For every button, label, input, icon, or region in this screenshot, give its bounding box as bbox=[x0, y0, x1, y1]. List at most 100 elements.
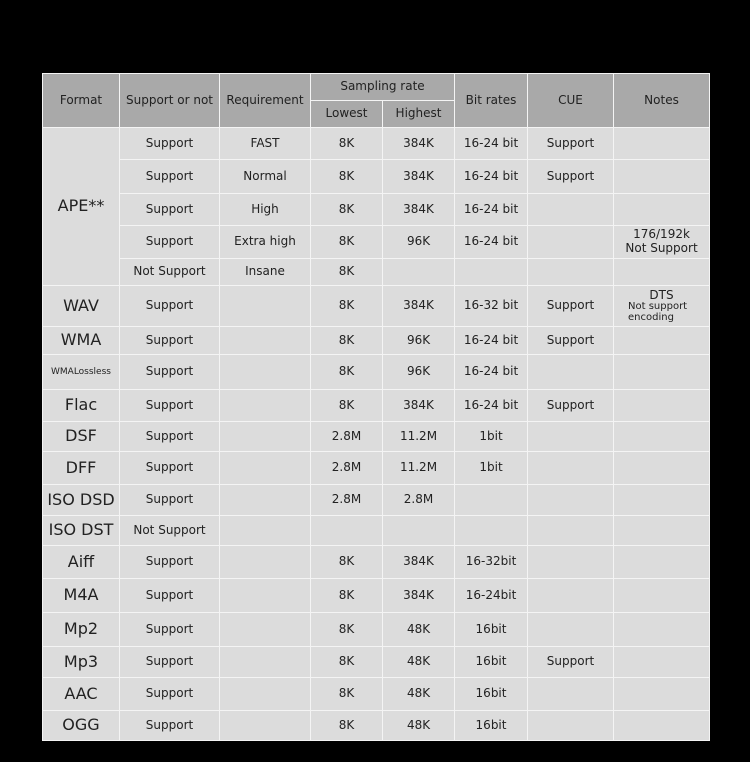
cell-support: Support bbox=[119, 159, 220, 194]
cell-support: Support bbox=[119, 225, 220, 259]
cell-bitrate: 16bit bbox=[454, 612, 529, 647]
cell-format: Flac bbox=[42, 389, 120, 422]
cell-notes bbox=[613, 421, 711, 452]
cell-format: OGG bbox=[42, 710, 120, 741]
cell-notes: 176/192k Not Support bbox=[613, 225, 711, 259]
table-row: Not Support Insane 8K bbox=[43, 258, 711, 286]
cell-cue: Support bbox=[527, 159, 615, 194]
cell-cue: Support bbox=[527, 285, 615, 327]
cell-highest: 11.2M bbox=[381, 421, 456, 452]
cell-highest: 2.8M bbox=[381, 484, 456, 516]
cell-cue bbox=[527, 545, 615, 579]
notes-subtext: Not support encoding bbox=[628, 301, 688, 323]
cell-highest: 384K bbox=[381, 578, 456, 613]
cell-cue: Support bbox=[527, 127, 615, 160]
cell-lowest: 8K bbox=[310, 578, 383, 613]
cell-notes bbox=[613, 258, 711, 286]
cell-support: Support bbox=[119, 421, 220, 452]
cell-cue bbox=[527, 421, 615, 452]
cell-requirement bbox=[219, 285, 311, 327]
cell-highest: 48K bbox=[381, 646, 456, 678]
cell-cue bbox=[527, 225, 615, 259]
cell-format: ISO DST bbox=[42, 515, 120, 546]
cell-notes bbox=[613, 354, 711, 390]
table-row: WMA Support 8K 96K 16-24 bit Support bbox=[42, 326, 711, 355]
table-row: OGG Support 8K 48K 16bit bbox=[42, 710, 711, 741]
cell-support: Not Support bbox=[119, 515, 220, 546]
cell-cue bbox=[527, 354, 615, 390]
cell-bitrate: 16-24bit bbox=[454, 578, 529, 613]
cell-support: Not Support bbox=[119, 258, 220, 286]
cell-requirement bbox=[219, 578, 311, 613]
table-row: Support High 8K 384K 16-24 bit bbox=[43, 193, 711, 226]
cell-lowest: 8K bbox=[310, 612, 383, 647]
cell-cue bbox=[527, 451, 615, 485]
format-support-table: Format Support or not Requirement Sampli… bbox=[42, 73, 711, 741]
table-row: Mp2 Support 8K 48K 16bit bbox=[42, 612, 711, 647]
cell-requirement bbox=[219, 677, 311, 711]
cell-requirement bbox=[219, 612, 311, 647]
cell-requirement bbox=[219, 451, 311, 485]
cell-highest: 384K bbox=[381, 193, 456, 226]
cell-format: WMALossless bbox=[42, 354, 120, 390]
cell-requirement bbox=[219, 646, 311, 678]
cell-support: Support bbox=[119, 710, 220, 741]
header-format: Format bbox=[42, 73, 120, 128]
cell-requirement bbox=[219, 421, 311, 452]
cell-cue: Support bbox=[527, 326, 615, 355]
cell-highest: 384K bbox=[381, 127, 456, 160]
cell-bitrate: 16-24 bit bbox=[454, 326, 529, 355]
header-notes: Notes bbox=[613, 73, 711, 128]
cell-requirement: Normal bbox=[219, 159, 311, 194]
cell-highest: 48K bbox=[381, 612, 456, 647]
cell-bitrate bbox=[454, 258, 529, 286]
table-row: DFF Support 2.8M 11.2M 1bit bbox=[42, 451, 711, 485]
cell-lowest: 8K bbox=[310, 193, 383, 226]
cell-support: Support bbox=[119, 545, 220, 579]
table-row: Support Extra high 8K 96K 16-24 bit 176/192k … bbox=[43, 225, 711, 259]
cell-bitrate: 16bit bbox=[454, 677, 529, 711]
table-row: APE** Support FAST 8K 384K 16-24 bit Support bbox=[42, 127, 711, 286]
cell-bitrate: 1bit bbox=[454, 451, 529, 485]
cell-lowest: 8K bbox=[310, 389, 383, 422]
cell-notes bbox=[613, 578, 711, 613]
cell-bitrate: 16-24 bit bbox=[454, 389, 529, 422]
cell-support: Support bbox=[119, 354, 220, 390]
cell-cue bbox=[527, 515, 615, 546]
cell-notes bbox=[613, 127, 711, 160]
cell-bitrate: 16-24 bit bbox=[454, 193, 529, 226]
table-row: Flac Support 8K 384K 16-24 bit Support bbox=[42, 389, 711, 422]
header-bit-rates: Bit rates bbox=[454, 73, 529, 128]
cell-format: Mp3 bbox=[42, 646, 120, 678]
cell-lowest: 8K bbox=[310, 677, 383, 711]
cell-notes bbox=[613, 677, 711, 711]
cell-requirement: High bbox=[219, 193, 311, 226]
cell-requirement bbox=[219, 484, 311, 516]
cell-bitrate: 16-32bit bbox=[454, 545, 529, 579]
cell-notes bbox=[613, 193, 711, 226]
cell-support: Support bbox=[119, 646, 220, 678]
cell-support: Support bbox=[119, 285, 220, 327]
cell-highest: 384K bbox=[381, 389, 456, 422]
cell-cue bbox=[527, 612, 615, 647]
cell-lowest: 8K bbox=[310, 646, 383, 678]
cell-format: DSF bbox=[42, 421, 120, 452]
cell-requirement bbox=[219, 389, 311, 422]
cell-format: M4A bbox=[42, 578, 120, 613]
cell-support: Support bbox=[119, 326, 220, 355]
cell-lowest: 8K bbox=[310, 127, 383, 160]
cell-bitrate: 16-32 bit bbox=[454, 285, 529, 327]
cell-lowest: 8K bbox=[310, 285, 383, 327]
cell-lowest: 8K bbox=[310, 326, 383, 355]
header-highest: Highest bbox=[381, 100, 456, 128]
cell-bitrate: 16bit bbox=[454, 646, 529, 678]
table-row: M4A Support 8K 384K 16-24bit bbox=[42, 578, 711, 613]
cell-format: Mp2 bbox=[42, 612, 120, 647]
header-lowest: Lowest bbox=[310, 100, 383, 128]
cell-lowest: 8K bbox=[310, 159, 383, 194]
cell-format: WAV bbox=[42, 285, 120, 327]
cell-format: WMA bbox=[42, 326, 120, 355]
cell-highest: 48K bbox=[381, 677, 456, 711]
table-row: Support Normal 8K 384K 16-24 bit Support bbox=[43, 159, 711, 194]
cell-format: DFF bbox=[42, 451, 120, 485]
